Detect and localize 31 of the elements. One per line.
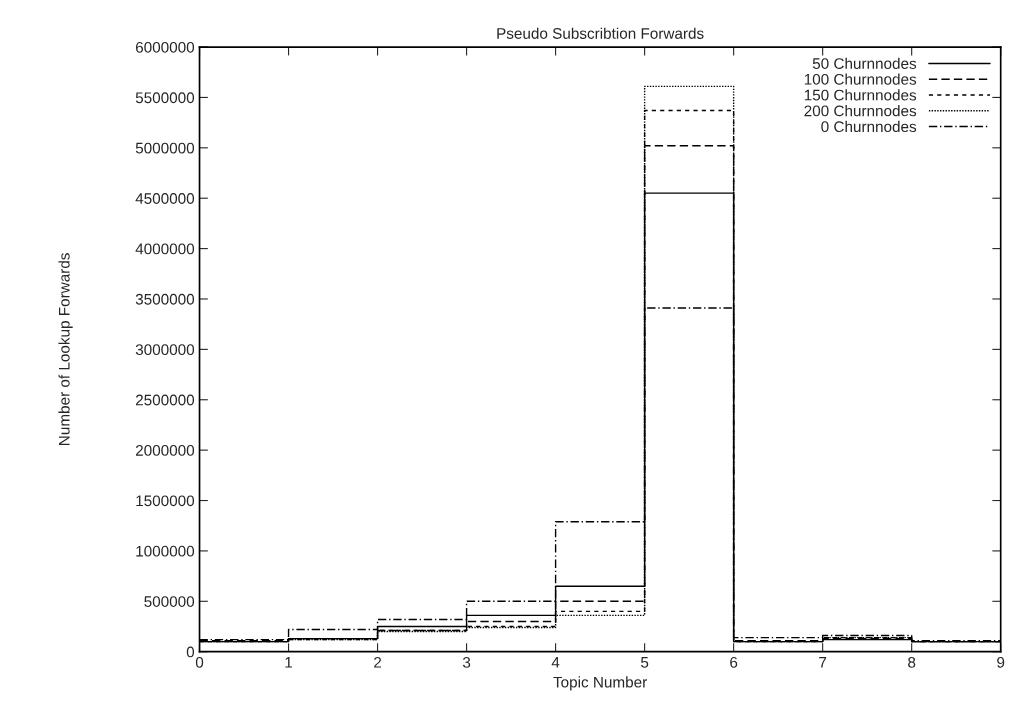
legend-label: 100 Churnnodes	[804, 73, 917, 85]
x-axis-title: Topic Number	[553, 676, 647, 691]
y-tick-label: 3000000	[135, 344, 195, 356]
y-tick-label: 500000	[144, 596, 195, 607]
y-tick-label: 3500000	[135, 293, 195, 305]
x-tick-label: 8	[908, 656, 916, 668]
legend-label: 0 Churnnodes	[821, 120, 917, 133]
y-tick-label: 1000000	[136, 545, 195, 557]
y-tick-label: 4500000	[135, 193, 195, 204]
y-tick-label: 2500000	[135, 394, 195, 406]
y-tick-label: 5500000	[135, 92, 195, 104]
y-tick-label: 1500000	[136, 495, 195, 507]
legend-label: 200 Churnnodes	[804, 105, 917, 117]
y-tick-label: 0	[186, 646, 195, 658]
y-tick-label: 5000000	[135, 142, 195, 154]
legend-label: 50 Churnnodes	[812, 57, 917, 69]
y-tick-label: 2000000	[135, 445, 195, 456]
x-tick-label: 5	[640, 657, 649, 668]
x-tick-label: 6	[730, 656, 738, 668]
x-tick-label: 0	[195, 656, 204, 668]
y-tick-label: 6000000	[135, 41, 195, 53]
y-axis-title: Number of Lookup Forwards	[58, 253, 73, 445]
x-tick-label: 7	[819, 657, 827, 668]
x-tick-label: 4	[551, 657, 560, 668]
y-tick-label: 4000000	[135, 243, 195, 255]
x-tick-label: 3	[462, 656, 471, 668]
chart-title: Pseudo Subscribtion Forwards	[497, 27, 704, 39]
x-tick-label: 1	[285, 657, 293, 668]
x-tick-label: 2	[374, 656, 382, 668]
x-tick-label: 9	[997, 656, 1005, 668]
legend-label: 150 Churnnodes	[804, 89, 917, 101]
